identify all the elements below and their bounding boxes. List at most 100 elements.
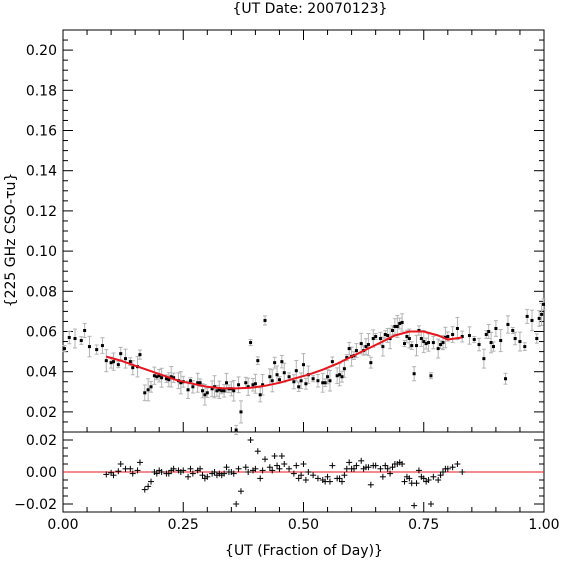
- data-point: [232, 389, 236, 393]
- data-point: [217, 388, 221, 392]
- residual-tick-label: 0.00: [26, 465, 57, 481]
- data-point: [369, 361, 373, 365]
- data-point: [237, 383, 241, 387]
- x-tick-label: 0.50: [288, 517, 319, 533]
- data-point: [424, 342, 428, 346]
- data-point: [210, 387, 214, 391]
- data-point: [378, 337, 382, 341]
- data-point: [523, 345, 527, 349]
- data-point: [215, 389, 219, 393]
- data-point: [398, 321, 402, 325]
- data-point: [258, 393, 262, 397]
- data-point: [249, 341, 253, 345]
- data-point: [494, 326, 498, 330]
- data-point: [338, 373, 342, 377]
- data-point: [441, 341, 445, 345]
- data-point: [415, 344, 419, 348]
- data-point: [436, 347, 440, 351]
- y-tick-label: 0.16: [26, 124, 57, 140]
- data-point: [542, 302, 546, 306]
- y-tick-label: 0.08: [26, 284, 57, 300]
- data-point: [179, 381, 183, 385]
- data-point: [407, 337, 411, 341]
- data-point: [246, 385, 250, 389]
- data-point: [282, 371, 286, 375]
- data-point: [316, 379, 320, 383]
- data-point: [518, 340, 522, 344]
- data-point: [62, 347, 66, 351]
- data-point: [104, 359, 108, 363]
- data-point: [347, 347, 351, 351]
- data-point: [342, 367, 346, 371]
- data-point: [393, 324, 397, 328]
- y-tick-label: 0.18: [26, 83, 57, 99]
- data-point: [330, 360, 334, 364]
- fit-curve: [106, 330, 463, 390]
- y-tick-label: 0.02: [26, 405, 57, 421]
- data-point: [381, 345, 385, 349]
- axis-ticks: [62, 29, 545, 513]
- data-point: [116, 363, 120, 367]
- x-tick-label: 1.00: [528, 517, 559, 533]
- data-point: [537, 316, 541, 320]
- data-point: [304, 382, 308, 386]
- y-tick-label: 0.06: [26, 325, 57, 341]
- x-tick-label: 0.75: [408, 517, 439, 533]
- data-point: [460, 335, 464, 339]
- data-point: [157, 374, 161, 378]
- data-point: [482, 357, 486, 361]
- data-point: [371, 337, 375, 341]
- residual-points: [63, 437, 544, 509]
- data-point: [386, 334, 390, 338]
- data-point: [326, 375, 330, 379]
- data-point: [261, 383, 265, 387]
- data-point: [79, 339, 83, 343]
- data-point: [477, 343, 481, 347]
- data-point: [251, 383, 255, 387]
- data-point: [390, 328, 394, 332]
- data-point: [95, 348, 99, 352]
- data-point: [328, 379, 332, 383]
- data-point: [410, 344, 414, 348]
- data-point: [112, 360, 116, 364]
- data-point: [119, 352, 123, 356]
- data-point: [167, 378, 171, 382]
- data-point: [417, 328, 421, 332]
- data-point: [499, 339, 503, 343]
- data-point: [383, 333, 387, 337]
- data-point: [374, 335, 378, 339]
- data-point: [273, 361, 277, 365]
- data-point: [292, 380, 296, 384]
- y-tick-label: 0.10: [26, 244, 57, 260]
- data-point: [311, 377, 315, 381]
- y-axis-label: {225 GHz CSO-τu}: [3, 173, 19, 308]
- data-point: [400, 320, 404, 324]
- data-point: [275, 373, 279, 377]
- data-point: [321, 381, 325, 385]
- data-point: [467, 334, 471, 338]
- residual-tick-label: 0.02: [26, 433, 57, 449]
- data-point: [504, 377, 508, 381]
- data-point: [506, 322, 510, 326]
- data-point: [412, 372, 416, 376]
- data-point: [138, 353, 142, 357]
- data-point: [128, 360, 132, 364]
- y-tick-label: 0.14: [26, 164, 57, 180]
- data-point: [340, 375, 344, 379]
- data-point: [146, 388, 150, 392]
- y-tick-label: 0.04: [26, 365, 57, 381]
- data-point: [222, 389, 226, 393]
- data-point: [455, 326, 459, 330]
- data-point: [364, 345, 368, 349]
- data-point: [540, 312, 544, 316]
- data-point: [152, 374, 156, 378]
- data-point: [294, 369, 298, 373]
- data-point: [149, 385, 153, 389]
- y-tick-label: 0.12: [26, 204, 57, 220]
- tick-labels: 0.00 0.25 0.50 0.75 1.00 0.02 0.04 0.06 0.08 0.10…: [14, 43, 559, 533]
- x-tick-label: 0.25: [168, 517, 199, 533]
- data-point: [345, 356, 349, 360]
- data-point: [143, 391, 147, 395]
- data-point: [263, 318, 267, 322]
